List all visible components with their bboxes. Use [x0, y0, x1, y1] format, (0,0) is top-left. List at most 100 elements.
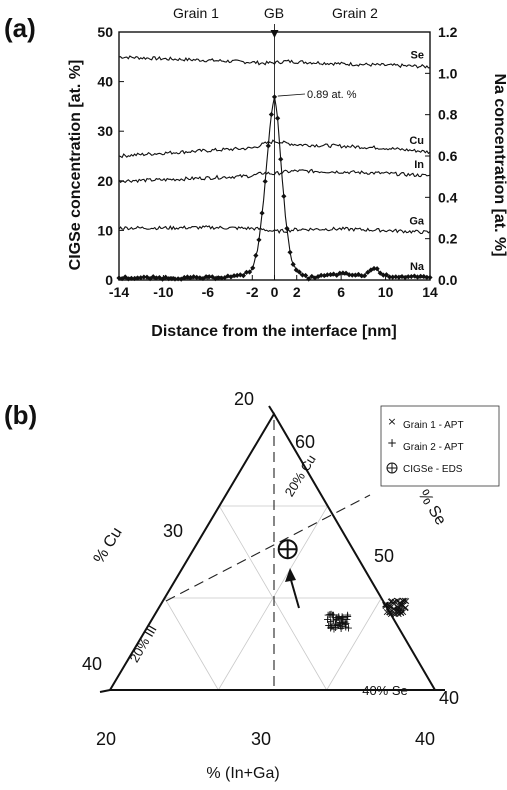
grain-1-point: × [393, 607, 402, 620]
na-point [141, 274, 147, 280]
na-point [278, 156, 284, 162]
panel-a-label: (a) [4, 13, 36, 43]
grain-1-point: × [395, 604, 404, 617]
na-point [296, 269, 302, 275]
y-right-tick-label: 0.4 [438, 189, 458, 205]
grain-2-point: + [337, 610, 346, 623]
legend: × Grain 1 - APT + Grain 2 - APT CIGSe - … [380, 405, 500, 487]
na-peak-annotation: 0.89 at. % [307, 89, 357, 101]
ternary-grid [99, 405, 445, 693]
grain-2-point: + [324, 619, 333, 632]
grain-2-point: + [326, 621, 335, 634]
grain-2-point: + [324, 609, 333, 622]
grain-1-point: × [397, 606, 406, 619]
na-point [175, 276, 181, 282]
grain-1-point: × [381, 598, 390, 611]
na-point [358, 273, 365, 279]
bottom-axis-title: % (In+Ga) [206, 765, 279, 782]
x-tick-label: 2 [293, 284, 301, 300]
legend-item-grain-1: Grain 1 - APT [403, 420, 464, 431]
legend-box [380, 405, 500, 487]
grain-1-point: × [382, 606, 391, 619]
grain-2-point: + [326, 620, 335, 633]
grain-2-point: + [338, 620, 347, 633]
grain-1-point: × [384, 598, 393, 611]
bottom-tick-30: 30 [251, 729, 271, 749]
na-point [405, 274, 411, 280]
grain-2-point: + [327, 619, 336, 632]
arrow-head [285, 568, 296, 582]
grain-2-point: + [332, 611, 341, 624]
na-point [181, 274, 187, 281]
grain-1-point: × [398, 599, 407, 612]
na-point [281, 193, 287, 199]
legend-item-cigse-eds: CIGSe - EDS [403, 464, 463, 475]
grain-2-point: + [327, 608, 336, 621]
grain-2-point: + [337, 622, 346, 635]
grain-1-point: × [395, 596, 404, 609]
x-tick-label: -2 [246, 284, 259, 300]
na-point [194, 274, 200, 280]
na-point [240, 273, 246, 279]
grain-1-point: × [392, 594, 401, 607]
grain-1-point: × [386, 600, 395, 613]
legend-marker-circle-plus [386, 462, 398, 474]
right-tick-50: 50 [374, 546, 394, 566]
na-point [275, 115, 281, 121]
y-left-tick-label: 30 [97, 123, 113, 139]
na-point [243, 269, 250, 275]
y-right-tick-label: 0.8 [438, 107, 458, 123]
grain-1-point: × [389, 603, 398, 616]
corner-tick [268, 405, 275, 415]
series-label-na: Na [410, 261, 425, 273]
grain-1-point: × [401, 602, 410, 615]
na-point [386, 274, 393, 280]
panel-b: (b) ×××× ×××××××× ××××× ×××××× ×××××××××××××… [4, 389, 500, 782]
grain-2-point: + [341, 617, 350, 630]
na-point [256, 237, 262, 243]
na-point [153, 275, 159, 281]
grain-1-point: × [396, 606, 405, 619]
grain-1-point: × [384, 601, 393, 614]
x-tick-label: -6 [202, 284, 215, 300]
top-label-grain-1: Grain 1 [173, 5, 219, 21]
grain-2-point: + [326, 615, 335, 628]
na-point [128, 275, 135, 281]
grain-1-point: × [390, 607, 399, 620]
grid-line [326, 597, 382, 691]
na-point [408, 273, 414, 280]
grain-1-point: × [398, 606, 407, 619]
na-point [390, 274, 396, 280]
na-point [271, 94, 278, 100]
na-point [343, 270, 349, 276]
y-right-tick-label: 1.2 [438, 24, 458, 40]
x-tick-label: 14 [422, 284, 438, 300]
grain-2-point: + [342, 613, 351, 626]
na-point [327, 271, 334, 278]
na-point [362, 273, 368, 279]
panel-a-ticks: -14 -10 -6 -2 0 2 6 10 14010203040500.00.20.40.6… [97, 24, 457, 300]
na-point [166, 276, 172, 282]
y-left-tick-label: 40 [97, 74, 113, 90]
na-point [262, 178, 268, 185]
grain-1-point: × [396, 598, 405, 611]
x-tick-label: -10 [153, 284, 173, 300]
top-label-grain-2: Grain 2 [332, 5, 378, 21]
x-tick-label: 6 [337, 284, 345, 300]
corner-tick [99, 689, 111, 693]
grain-2-point: + [329, 613, 338, 626]
grain-2-point: + [343, 608, 352, 621]
grain-1-point: × [394, 601, 403, 614]
dashed-line-20-iii [165, 494, 371, 602]
na-point [418, 273, 424, 279]
gb-arrow [270, 30, 279, 38]
na-point [234, 272, 240, 278]
grain-1-point: × [395, 605, 404, 618]
na-point [268, 111, 274, 118]
bottom-tick-20: 20 [96, 729, 116, 749]
grain-2-point: + [324, 619, 333, 632]
na-point [355, 271, 362, 278]
na-point [377, 270, 383, 276]
na-point [424, 274, 430, 280]
